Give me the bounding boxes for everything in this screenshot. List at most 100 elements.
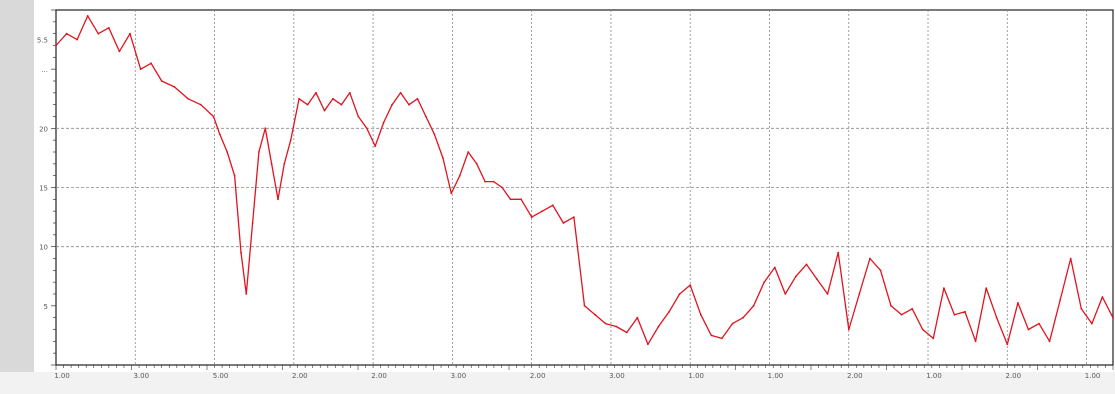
x-tick-label: 2.00: [530, 372, 546, 380]
data-point: [139, 68, 142, 71]
grid-layer: [56, 10, 1113, 365]
data-point: [442, 157, 444, 159]
data-point: [76, 38, 78, 41]
data-point: [173, 86, 176, 88]
data-point: [65, 32, 68, 35]
x-tick-label: 1.00: [926, 372, 942, 380]
data-point: [212, 115, 215, 118]
data-point: [251, 222, 254, 224]
data-point: [710, 334, 713, 337]
label-layer: 1.00 3.00 5.00 2.00 2.00 3.00 2.00 3.00 1.00 1.00…: [37, 37, 1101, 380]
data-point: [911, 307, 914, 310]
x-tick-label: 1.00: [688, 372, 704, 380]
x-tick-label: 2.00: [1006, 372, 1022, 380]
data-point: [1091, 322, 1093, 325]
data-point: [573, 216, 575, 219]
data-point: [974, 340, 977, 343]
x-tick-label: 3.00: [609, 372, 625, 380]
data-point: [467, 151, 470, 153]
data-point: [277, 198, 279, 201]
data-point: [264, 127, 267, 130]
x-tick-label: 1.00: [1085, 372, 1101, 380]
data-point: [816, 278, 818, 281]
data-point: [583, 304, 586, 307]
data-point: [826, 293, 829, 295]
tick-layer: [51, 9, 1114, 370]
data-point: [551, 204, 554, 207]
data-point: [921, 328, 924, 331]
data-point: [374, 145, 377, 148]
data-point: [1027, 328, 1030, 331]
data-point: [932, 337, 935, 340]
y-tick-label: 5.5: [37, 37, 48, 45]
data-point: [199, 103, 202, 106]
data-point: [218, 133, 221, 136]
data-point: [721, 337, 723, 340]
data-point: [357, 115, 360, 118]
data-point: [315, 91, 317, 94]
data-point: [226, 151, 229, 153]
data-point: [1101, 296, 1104, 298]
data-point: [433, 133, 436, 136]
x-tick-label: 1.00: [54, 372, 70, 380]
data-point: [289, 139, 292, 142]
data-point: [475, 162, 478, 165]
data-point: [995, 316, 998, 319]
data-point: [340, 103, 343, 106]
data-point: [270, 162, 273, 165]
x-tick-label: 1.00: [768, 372, 784, 380]
data-point: [382, 121, 385, 124]
data-point: [943, 287, 945, 289]
data-point: [509, 198, 512, 201]
data-point: [501, 186, 503, 189]
data-point: [332, 97, 334, 100]
data-point: [731, 322, 734, 325]
data-point: [858, 293, 861, 295]
data-point: [55, 44, 57, 47]
data-point: [647, 343, 649, 346]
y-tick-label: 5: [44, 303, 48, 311]
data-point: [233, 174, 236, 177]
data-point: [458, 174, 461, 177]
data-point: [869, 257, 871, 260]
data-point: [520, 198, 522, 201]
data-point: [118, 50, 121, 53]
data-point: [562, 222, 565, 224]
data-point: [678, 293, 681, 295]
data-point: [150, 62, 153, 65]
data-point: [258, 151, 260, 153]
data-point: [615, 325, 618, 328]
left-gutter: [0, 0, 34, 394]
data-point: [953, 313, 956, 316]
y-tick-label: 20: [39, 125, 48, 133]
data-point: [541, 210, 544, 213]
x-tick-label: 3.00: [133, 372, 149, 380]
data-point: [964, 310, 966, 313]
data-point: [1006, 343, 1009, 346]
data-point: [86, 15, 89, 17]
data-point: [1038, 322, 1040, 325]
data-point: [657, 325, 660, 328]
data-point: [847, 328, 850, 331]
data-point: [107, 26, 110, 29]
data-point: [245, 293, 248, 295]
data-point: [97, 32, 100, 35]
data-point: [795, 275, 797, 278]
data-point: [160, 80, 163, 82]
data-point: [1059, 299, 1062, 301]
y-tick-label: 15: [39, 185, 48, 193]
data-point: [689, 284, 692, 286]
data-point: [742, 316, 744, 319]
data-point: [890, 304, 892, 307]
data-point: [416, 97, 419, 100]
data-point: [298, 97, 300, 100]
y-tick-label: 10: [39, 244, 48, 252]
x-tick-label: 5.00: [213, 372, 229, 380]
y-tick-label: ...: [41, 66, 48, 74]
data-point: [604, 322, 607, 325]
data-point: [425, 115, 427, 118]
bottom-gutter: [0, 372, 1115, 394]
data-point: [1112, 316, 1114, 319]
data-point: [348, 91, 351, 94]
data-point: [408, 103, 410, 106]
